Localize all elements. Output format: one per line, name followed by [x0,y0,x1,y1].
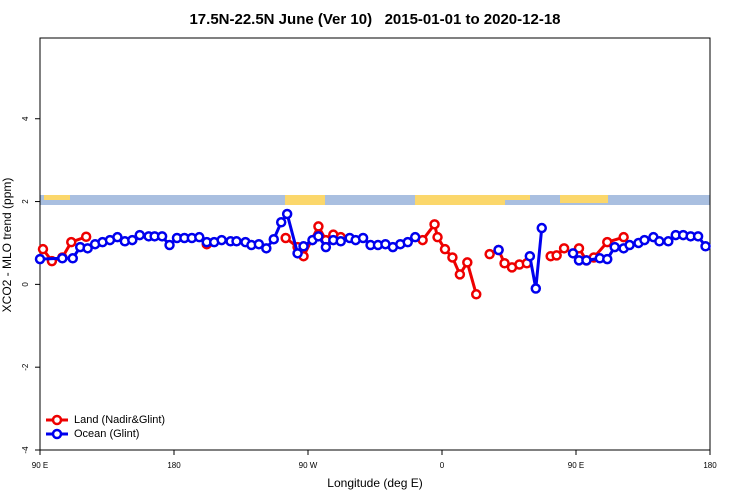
point [609,241,620,253]
point [164,239,175,251]
point [654,236,665,247]
y-tick-label: 2 [21,199,30,204]
point [470,289,482,300]
point [313,221,324,232]
point [581,255,592,266]
legend-label: Land (Nadir&Glint) [74,414,165,426]
point [602,253,613,265]
point [281,208,293,220]
point [551,250,562,261]
point [692,231,704,242]
point [602,236,613,248]
point [82,243,93,254]
point [639,234,650,246]
chart-title: 17.5N-22.5N June (Ver 10) 2015-01-01 to … [189,11,560,28]
point [298,241,309,252]
point [292,248,303,259]
point [335,236,347,247]
point [275,217,287,228]
point [357,232,369,244]
point [462,257,473,268]
point [268,233,280,245]
point [484,248,495,260]
point [320,241,332,253]
x-tick-label: 180 [167,461,181,470]
point [134,229,146,241]
x-tick-label: 180 [703,461,717,470]
point [261,243,272,254]
point [253,238,265,250]
point [216,234,227,246]
point [231,236,242,247]
x-tick-label: 90 E [32,461,48,470]
series-line [39,210,707,289]
point [57,253,68,264]
point [194,231,205,243]
point [34,253,46,265]
point [429,219,440,230]
point [700,241,711,252]
y-tick-label: 0 [21,282,30,287]
y-tick-label: -4 [21,446,30,454]
point [524,250,536,262]
point [432,231,443,243]
y-axis-label: XCO2 - MLO trend (ppm) [0,178,14,313]
legend: Land (Nadir&Glint) Ocean (Glint) [46,414,165,440]
point [37,243,49,255]
point [567,248,579,259]
point [624,239,635,251]
point [439,243,451,255]
point [280,232,291,244]
point [67,253,79,264]
x-tick-label: 0 [440,461,445,470]
point [663,236,674,247]
point [112,231,123,243]
x-tick-label: 90 E [568,461,584,470]
point [66,236,77,248]
point [409,231,421,243]
point [454,269,466,280]
point [127,234,138,246]
y-tick-label: 4 [21,116,30,121]
point [536,222,548,234]
point [156,231,168,242]
x-axis-label: Longitude (deg E) [327,476,422,490]
point [402,236,414,248]
legend-label: Ocean (Glint) [74,428,139,440]
point [447,252,458,263]
legend-marker [51,414,63,426]
point [499,258,510,269]
land-ocean-strip [40,195,710,205]
legend-marker [51,428,63,440]
x-tick-label: 90 W [299,461,318,470]
point [558,243,570,254]
point [493,244,504,256]
point [313,231,324,242]
point [80,231,92,243]
point [530,283,542,294]
y-tick-label: -2 [21,363,30,371]
point [618,231,629,243]
